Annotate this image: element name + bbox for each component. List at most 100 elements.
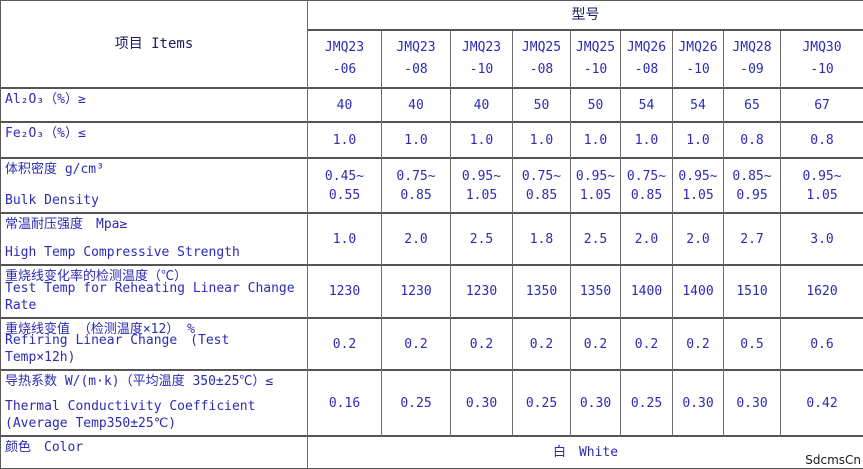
row-label-cn: Al₂O₃（%）≥ bbox=[5, 92, 86, 107]
value-cell: 40 bbox=[451, 89, 513, 123]
model-suffix: -10 bbox=[686, 62, 710, 77]
value-cell: 1.0 bbox=[571, 123, 621, 159]
model-column-header: JMQ25 -10 bbox=[571, 31, 621, 89]
value-cell: 1400 bbox=[621, 266, 673, 319]
value-cell: 0.2 bbox=[621, 319, 673, 371]
row-label-cn: 重烧线变值 （检测温度×12） % bbox=[5, 322, 195, 337]
value-cell: 1350 bbox=[571, 266, 621, 319]
table-row-refiring-linear-change: 重烧线变值 （检测温度×12） % Refiring Linear Change … bbox=[1, 319, 863, 371]
value-cell: 2.0 bbox=[621, 214, 673, 266]
model-name: JMQ25 bbox=[521, 40, 562, 55]
row-label: Fe₂O₃（%）≤ bbox=[1, 123, 308, 159]
row-label-cn: Fe₂O₃（%）≤ bbox=[5, 126, 86, 141]
model-name: JMQ26 bbox=[678, 40, 718, 55]
items-header-cell: 项目 Items bbox=[1, 1, 308, 89]
value-cell: 1.0 bbox=[308, 123, 382, 159]
value-cell: 1.8 bbox=[513, 214, 571, 266]
table-row-color: 颜色 Color 白 White bbox=[1, 437, 863, 469]
value-cell: 0.95~ 1.05 bbox=[673, 159, 724, 214]
model-name: JMQ28 bbox=[732, 40, 772, 55]
value-cell: 2.5 bbox=[451, 214, 513, 266]
value-cell: 0.75~ 0.85 bbox=[621, 159, 673, 214]
value-cell: 0.85~ 0.95 bbox=[724, 159, 781, 214]
value-cell: 1.0 bbox=[621, 123, 673, 159]
value-cell: 40 bbox=[382, 89, 451, 123]
value-cell: 0.25 bbox=[513, 371, 571, 437]
model-column-header: JMQ23 -10 bbox=[451, 31, 513, 89]
table-row-compressive-strength: 常温耐压强度 Mpa≥ High Temp Compressive Strengt… bbox=[1, 214, 863, 266]
model-column-header: JMQ26 -08 bbox=[621, 31, 673, 89]
value-cell: 1.0 bbox=[451, 123, 513, 159]
row-label-cn: 体积密度 g/cm³ bbox=[5, 162, 104, 177]
model-suffix: -10 bbox=[810, 62, 834, 77]
model-suffix: -08 bbox=[634, 62, 659, 77]
value-cell: 2.5 bbox=[571, 214, 621, 266]
model-column-header: JMQ30 -10 bbox=[781, 31, 863, 89]
row-label-cn: 常温耐压强度 Mpa≥ bbox=[5, 217, 128, 232]
value-cell: 0.30 bbox=[571, 371, 621, 437]
model-column-header: JMQ23 -06 bbox=[308, 31, 382, 89]
value-cell: 54 bbox=[621, 89, 673, 123]
value-cell: 0.45~ 0.55 bbox=[308, 159, 382, 214]
value-cell: 1400 bbox=[673, 266, 724, 319]
value-cell: 1230 bbox=[382, 266, 451, 319]
value-cell: 40 bbox=[308, 89, 382, 123]
value-cell: 0.2 bbox=[513, 319, 571, 371]
value-cell: 50 bbox=[513, 89, 571, 123]
watermark-text: SdcmsCn bbox=[805, 453, 861, 467]
value-cell: 0.95~ 1.05 bbox=[451, 159, 513, 214]
model-header-cell: 型号 bbox=[308, 1, 863, 31]
table-row-thermal-conductivity: 导热系数 W/(m·k)（平均温度 350±25℃）≤ Thermal Condu… bbox=[1, 371, 863, 437]
row-label: 导热系数 W/(m·k)（平均温度 350±25℃）≤ Thermal Condu… bbox=[1, 371, 308, 437]
table-row-al2o3: Al₂O₃（%）≥ 40 40 40 50 50 54 54 65 67 bbox=[1, 89, 863, 123]
model-suffix: -08 bbox=[529, 62, 554, 77]
model-column-header: JMQ26 -10 bbox=[673, 31, 724, 89]
value-cell: 0.5 bbox=[724, 319, 781, 371]
value-cell: 0.2 bbox=[382, 319, 451, 371]
value-cell: 0.30 bbox=[451, 371, 513, 437]
row-label: 颜色 Color bbox=[1, 437, 308, 469]
color-value-cell: 白 White bbox=[308, 437, 863, 469]
value-cell: 1.0 bbox=[308, 214, 382, 266]
value-cell: 0.8 bbox=[781, 123, 863, 159]
header-row-model-names: JMQ23 -06 JMQ23 -08 JMQ23 -10 JMQ25 -08 JMQ2… bbox=[1, 31, 863, 89]
table-row-reheat-test-temp: 重烧线变化率的检测温度（℃） Test Temp for Reheating Li… bbox=[1, 266, 863, 319]
value-cell: 1.0 bbox=[513, 123, 571, 159]
model-name: JMQ25 bbox=[575, 40, 616, 55]
row-label-cn: 颜色 Color bbox=[5, 440, 84, 455]
value-cell: 1230 bbox=[451, 266, 513, 319]
row-label: 常温耐压强度 Mpa≥ High Temp Compressive Strengt… bbox=[1, 214, 308, 266]
model-suffix: -08 bbox=[404, 62, 428, 77]
value-cell: 0.2 bbox=[673, 319, 724, 371]
model-suffix: -09 bbox=[740, 62, 764, 77]
model-column-header: JMQ25 -08 bbox=[513, 31, 571, 89]
table-row-bulk-density: 体积密度 g/cm³ Bulk Density 0.45~ 0.55 0.75~ … bbox=[1, 159, 863, 214]
model-column-header: JMQ23 -08 bbox=[382, 31, 451, 89]
value-cell: 1.0 bbox=[673, 123, 724, 159]
header-row-model: 项目 Items 型号 bbox=[1, 1, 863, 89]
value-cell: 1230 bbox=[308, 266, 382, 319]
value-cell: 0.25 bbox=[382, 371, 451, 437]
row-label: 重烧线变值 （检测温度×12） % Refiring Linear Change … bbox=[1, 319, 308, 371]
row-label-en: High Temp Compressive Strength bbox=[5, 245, 240, 260]
value-cell: 1620 bbox=[781, 266, 863, 319]
value-cell: 0.75~ 0.85 bbox=[513, 159, 571, 214]
row-label: 体积密度 g/cm³ Bulk Density bbox=[1, 159, 308, 214]
value-cell: 2.0 bbox=[673, 214, 724, 266]
model-name: JMQ30 bbox=[802, 40, 842, 55]
value-cell: 65 bbox=[724, 89, 781, 123]
value-cell: 54 bbox=[673, 89, 724, 123]
value-cell: 0.8 bbox=[724, 123, 781, 159]
model-name: JMQ23 bbox=[324, 40, 365, 55]
value-cell: 0.2 bbox=[571, 319, 621, 371]
row-label-cn: 重烧线变化率的检测温度（℃） bbox=[5, 269, 188, 284]
row-label-en: Refiring Linear Change (Test Temp×12h) bbox=[5, 333, 230, 365]
value-cell: 1510 bbox=[724, 266, 781, 319]
value-cell: 0.16 bbox=[308, 371, 382, 437]
table-row-fe2o3: Fe₂O₃（%）≤ 1.0 1.0 1.0 1.0 1.0 1.0 1.0 0.… bbox=[1, 123, 863, 159]
value-cell: 0.6 bbox=[781, 319, 863, 371]
value-cell: 67 bbox=[781, 89, 863, 123]
model-column-header: JMQ28 -09 bbox=[724, 31, 781, 89]
value-cell: 50 bbox=[571, 89, 621, 123]
